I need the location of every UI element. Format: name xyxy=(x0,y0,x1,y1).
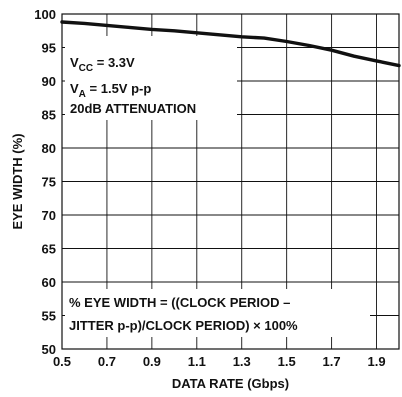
y-tick-label-90: 90 xyxy=(42,74,56,89)
vcc-condition: VCC = 3.3V xyxy=(70,55,135,74)
formula-box xyxy=(65,289,370,337)
conditions-box xyxy=(65,36,237,120)
x-tick-label-0.9: 0.9 xyxy=(143,354,161,369)
formula-line-2: JITTER p-p)/CLOCK PERIOD) × 100% xyxy=(69,318,298,333)
tick-labels: 0.5 0.7 0.9 1.1 1.3 1.5 1.7 1.9 50 55 60 65 70 75 80 85… xyxy=(34,7,385,369)
y-axis-title: EYE WIDTH (%) xyxy=(10,133,25,229)
x-axis-title: DATA RATE (Gbps) xyxy=(172,376,289,391)
x-tick-label-0.7: 0.7 xyxy=(98,354,116,369)
y-tick-label-95: 95 xyxy=(42,41,56,56)
x-tick-label-1.1: 1.1 xyxy=(188,354,206,369)
plot-frame xyxy=(61,13,400,350)
y-tick-label-75: 75 xyxy=(42,175,56,190)
y-tick-label-80: 80 xyxy=(42,141,56,156)
y-tick-label-65: 65 xyxy=(42,242,56,257)
va-condition: VA = 1.5V p-p xyxy=(70,81,151,100)
y-tick-label-70: 70 xyxy=(42,208,56,223)
attenuation-condition: 20dB ATTENUATION xyxy=(70,101,196,116)
y-tick-label-100: 100 xyxy=(34,7,56,22)
x-tick-label-1.3: 1.3 xyxy=(233,354,251,369)
x-tick-label-1.9: 1.9 xyxy=(367,354,385,369)
y-tick-label-60: 60 xyxy=(42,275,56,290)
y-tick-label-50: 50 xyxy=(42,342,56,357)
formula-line-1: % EYE WIDTH = ((CLOCK PERIOD – xyxy=(69,295,290,310)
y-tick-label-55: 55 xyxy=(42,309,56,324)
x-tick-label-0.5: 0.5 xyxy=(53,354,71,369)
x-tick-label-1.5: 1.5 xyxy=(278,354,296,369)
annotations: VCC = 3.3V VA = 1.5V p-p 20dB ATTENUATIO… xyxy=(65,36,370,337)
x-tick-label-1.7: 1.7 xyxy=(323,354,341,369)
y-tick-label-85: 85 xyxy=(42,108,56,123)
series xyxy=(60,20,401,68)
series-line-0 xyxy=(60,20,401,68)
